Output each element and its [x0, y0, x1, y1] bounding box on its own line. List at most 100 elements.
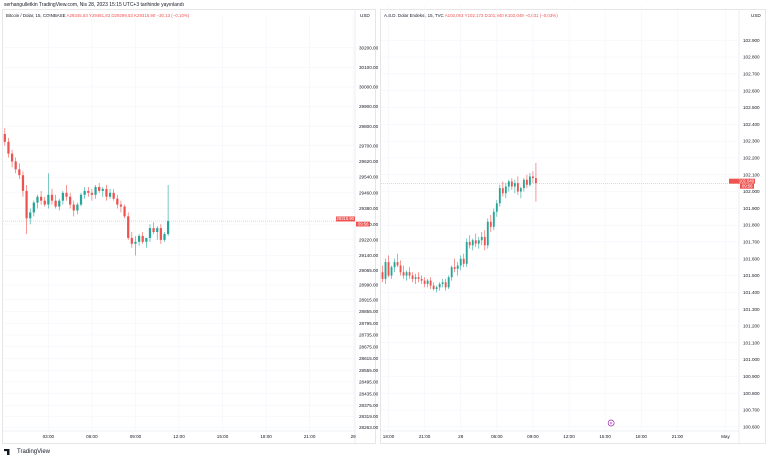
- y-tick-label: 100.600: [743, 424, 760, 429]
- y-tick-label: 100.700: [743, 408, 760, 413]
- bitcoin-candlestick-chart[interactable]: 30200.00 30100.00 30000.00 29900.00 29800.00…: [3, 10, 379, 445]
- y-tick-label: 100.800: [743, 391, 760, 396]
- last-price-tag: [336, 216, 355, 222]
- x-tick-label: 06:00: [86, 434, 98, 439]
- y-tick-label: 29620.00: [359, 159, 379, 164]
- candle-body: [420, 278, 423, 281]
- candle-body: [399, 265, 402, 273]
- candle-body: [137, 235, 141, 242]
- y-tick-label: 28855.00: [359, 309, 379, 314]
- y-tick-label: 100.900: [743, 374, 760, 379]
- candle-body: [145, 237, 148, 242]
- candle-body: [61, 192, 65, 201]
- y-tick-label: 29540.00: [359, 175, 379, 180]
- candle-body: [90, 192, 94, 195]
- y-tick-label: 102.700: [743, 71, 760, 76]
- y-tick-label: 28675.00: [359, 344, 379, 349]
- dxy-candlestick-chart[interactable]: 102.900 102.800 102.700 102.600 102.500 102.4…: [381, 6, 767, 445]
- x-tick-label: 12:00: [173, 434, 185, 439]
- x-tick-label: 18:00: [260, 434, 272, 439]
- candle-body: [108, 192, 112, 197]
- last-price-label: 102.049: [739, 178, 755, 183]
- candle-body: [127, 216, 130, 238]
- y-tick-label: 28435.00: [359, 391, 379, 396]
- candle-body: [513, 183, 516, 187]
- y-tick-label: 28555.00: [359, 368, 379, 373]
- candle-body: [50, 194, 54, 201]
- x-tick-label: 18:00: [635, 434, 647, 439]
- candle-body: [156, 228, 159, 233]
- x-tick-label: 29: [351, 434, 357, 439]
- candle-body: [459, 258, 462, 266]
- y-tick-label: 102.600: [743, 88, 760, 93]
- candle-body: [72, 204, 75, 211]
- footer: TradingView: [4, 449, 50, 455]
- y-tick-label: 29900.00: [359, 104, 379, 109]
- candle-body: [462, 258, 465, 264]
- candle-body: [18, 169, 21, 176]
- x-tick-label: May: [721, 434, 730, 439]
- candle-body: [447, 277, 450, 288]
- countdown-tag: [740, 183, 754, 189]
- y-tick-label: 101.500: [743, 273, 760, 278]
- candle-body: [112, 192, 115, 199]
- x-tick-label: 15:00: [217, 434, 229, 439]
- tradingview-logo-icon: [4, 449, 10, 455]
- bitcoin-currency: USD: [360, 13, 370, 18]
- candle-body: [119, 204, 123, 207]
- dxy-chart-panel[interactable]: A.B.D. Dolar Endeksi, 15, TVC A102,083 Y…: [380, 6, 767, 445]
- candle-body: [83, 190, 86, 195]
- y-tick-label: 102.400: [743, 122, 760, 127]
- y-tick-label: 28915.00: [359, 297, 379, 302]
- y-tick-label: 101.600: [743, 256, 760, 261]
- x-tick-label: 15:00: [599, 434, 611, 439]
- candle-body: [441, 282, 444, 284]
- y-tick-label: 101.000: [743, 357, 760, 362]
- candle-body: [525, 179, 528, 185]
- candle-body: [495, 203, 498, 212]
- candle-body: [25, 190, 28, 219]
- y-tick-label: 30200.00: [359, 45, 379, 50]
- candle-body: [435, 287, 438, 289]
- x-tick-label: 03:00: [43, 434, 55, 439]
- candle-body: [423, 280, 426, 284]
- bitcoin-ohlc: A29345,63 Y29481,83 D29299,53 K29315,90 …: [66, 13, 190, 18]
- x-tick-label: 18:00: [383, 434, 395, 439]
- x-tick-label: 09:00: [130, 434, 142, 439]
- candle-body: [69, 196, 72, 205]
- candle-body: [159, 228, 162, 240]
- y-tick-label: 102.000: [743, 189, 760, 194]
- x-tick-label: 21:00: [304, 434, 316, 439]
- candle-body: [528, 176, 531, 185]
- y-tick-label: 29700.00: [359, 143, 379, 148]
- y-tick-label: 30000.00: [359, 85, 379, 90]
- last-price-tag: [729, 178, 755, 184]
- candle-body: [32, 202, 35, 213]
- candle-body: [531, 176, 534, 179]
- candle-body: [58, 200, 61, 207]
- y-tick-label: 28615.00: [359, 356, 379, 361]
- candle-body: [393, 262, 396, 268]
- bitcoin-chart-panel[interactable]: Bitcoin / Dolar, 15, COINBASE A29345,63 …: [2, 9, 379, 445]
- candle-body: [7, 141, 10, 154]
- candle-body: [468, 241, 471, 246]
- candle-body: [411, 275, 414, 279]
- x-tick-label: 09:00: [527, 434, 539, 439]
- y-tick-label: 28263.00: [359, 425, 379, 430]
- candle-body: [438, 283, 441, 288]
- candle-body: [79, 194, 83, 205]
- candle-body: [134, 241, 137, 244]
- candle-body: [29, 212, 32, 219]
- x-tick-label: 06:00: [491, 434, 503, 439]
- candle-body: [417, 277, 420, 279]
- y-tick-label: 101.300: [743, 307, 760, 312]
- footer-brand[interactable]: TradingView: [17, 449, 51, 455]
- candle-body: [405, 272, 408, 276]
- candle-body: [453, 267, 456, 269]
- y-tick-label: 28735.00: [359, 333, 379, 338]
- candle-body: [507, 181, 510, 187]
- candle-body: [489, 221, 492, 227]
- candle-body: [519, 188, 522, 192]
- y-tick-label: 102.800: [743, 55, 760, 60]
- y-tick-label: 101.100: [743, 340, 760, 345]
